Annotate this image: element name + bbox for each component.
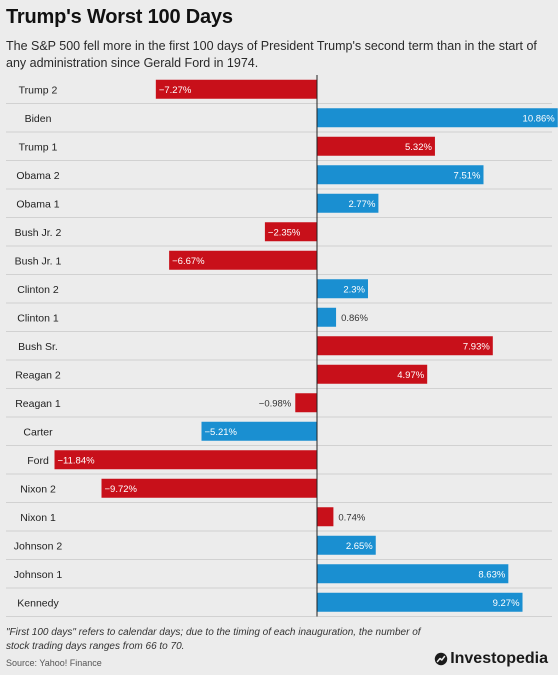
bar xyxy=(264,222,317,242)
category-label: Carter xyxy=(23,426,53,438)
bar xyxy=(317,564,509,584)
category-label: Clinton 1 xyxy=(17,312,59,324)
bar xyxy=(54,450,317,470)
data-label: −7.27% xyxy=(159,85,192,96)
source-note: Source: Yahoo! Finance xyxy=(6,658,102,668)
data-label: 4.97% xyxy=(397,370,424,381)
category-label: Biden xyxy=(25,113,52,125)
category-label: Nixon 1 xyxy=(20,512,56,524)
bar xyxy=(317,108,558,128)
category-label: Kennedy xyxy=(17,597,59,609)
data-label: 2.3% xyxy=(343,284,365,295)
data-label: 7.51% xyxy=(454,170,481,181)
data-label: −0.98% xyxy=(259,398,292,409)
bar xyxy=(317,307,337,327)
brand-name: Investopedia xyxy=(450,650,548,667)
category-label: Johnson 2 xyxy=(14,540,63,552)
category-label: Reagan 2 xyxy=(15,369,61,381)
category-label: Clinton 2 xyxy=(17,284,59,296)
bar xyxy=(317,165,484,185)
data-label: 2.65% xyxy=(346,541,373,552)
bar xyxy=(169,250,317,270)
data-label: −6.67% xyxy=(172,256,205,267)
bar xyxy=(317,336,493,356)
category-label: Johnson 1 xyxy=(14,569,63,581)
chart-subtitle: The S&P 500 fell more in the first 100 d… xyxy=(6,39,537,70)
data-label: 2.77% xyxy=(348,199,375,210)
data-label: 10.86% xyxy=(523,113,556,124)
data-label: −11.84% xyxy=(58,455,96,466)
data-label: −5.21% xyxy=(204,427,237,438)
bar xyxy=(317,136,435,156)
data-label: 9.27% xyxy=(493,598,520,609)
data-label: 7.93% xyxy=(463,341,490,352)
category-label: Trump 2 xyxy=(19,84,58,96)
data-label: 5.32% xyxy=(405,142,432,153)
chart-title: Trump's Worst 100 Days xyxy=(6,6,233,28)
brand-logo[interactable]: Investopedia xyxy=(434,650,548,668)
bar xyxy=(101,478,317,498)
investopedia-logo-icon xyxy=(434,652,448,666)
data-label: −9.72% xyxy=(105,484,138,495)
bar xyxy=(317,535,376,555)
bar xyxy=(317,193,379,213)
category-label: Nixon 2 xyxy=(20,483,56,495)
bar xyxy=(295,393,317,413)
category-label: Trump 1 xyxy=(19,141,58,153)
category-label: Bush Jr. 2 xyxy=(15,227,62,239)
data-label: 0.86% xyxy=(341,313,368,324)
bar xyxy=(317,364,428,384)
category-label: Ford xyxy=(27,455,49,467)
category-label: Obama 1 xyxy=(16,198,59,210)
bar xyxy=(155,79,317,99)
category-label: Reagan 1 xyxy=(15,398,61,410)
category-label: Obama 2 xyxy=(16,170,59,182)
category-label: Bush Sr. xyxy=(18,341,58,353)
data-label: 8.63% xyxy=(478,569,505,580)
data-label: −2.35% xyxy=(268,227,301,238)
bar xyxy=(201,421,317,441)
bar xyxy=(317,279,368,299)
footnote: "First 100 days" refers to calendar days… xyxy=(6,627,421,652)
data-label: 0.74% xyxy=(338,512,365,523)
category-label: Bush Jr. 1 xyxy=(15,255,62,267)
bar xyxy=(317,507,334,527)
bar xyxy=(317,592,523,612)
